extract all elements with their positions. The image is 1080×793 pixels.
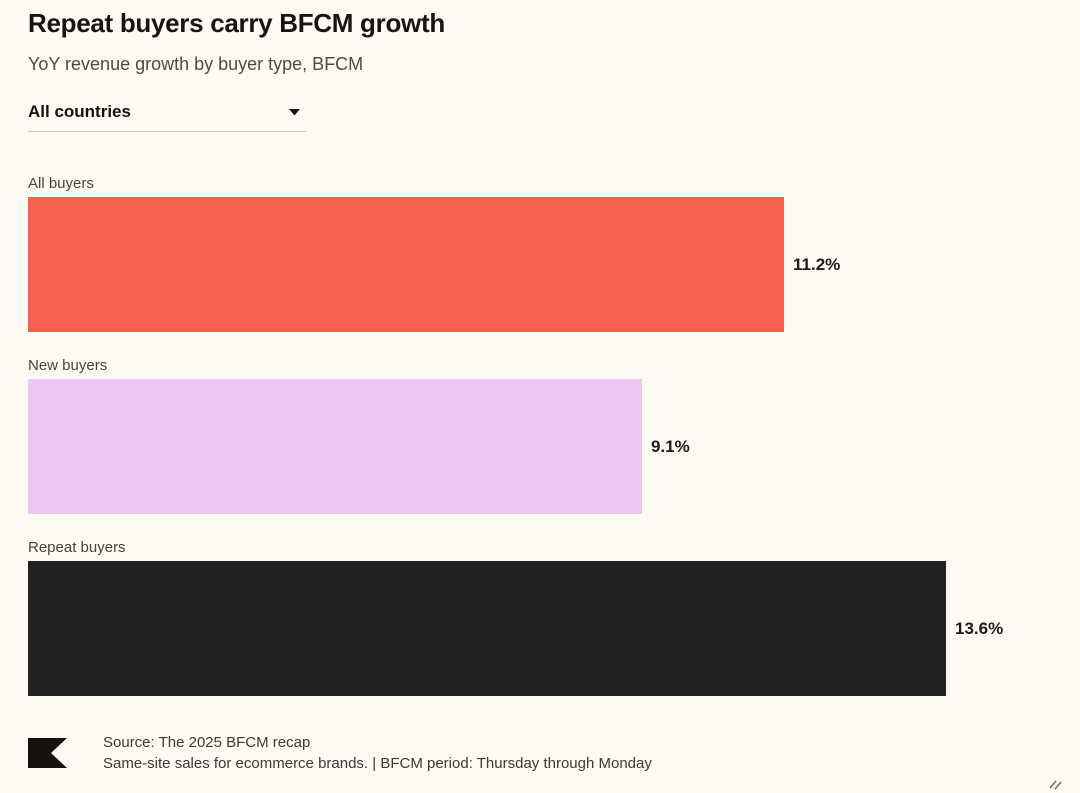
bar-value-label: 9.1% — [651, 436, 690, 456]
bar-repeat-buyers — [28, 561, 946, 696]
bar-all-buyers — [28, 197, 784, 332]
bar-category-label: All buyers — [28, 175, 94, 192]
bar-track: 11.2% — [28, 197, 1052, 332]
source-line-1: Source: The 2025 BFCM recap — [103, 734, 311, 751]
resize-handle-icon[interactable] — [1048, 777, 1064, 791]
bar-row-repeat-buyers: Repeat buyers 13.6% — [28, 539, 1052, 696]
bar-value-label: 13.6% — [955, 618, 1004, 638]
bar-new-buyers — [28, 379, 642, 514]
chevron-down-icon — [289, 108, 300, 116]
bar-row-all-buyers: All buyers 11.2% — [28, 175, 1052, 332]
bar-category-label: Repeat buyers — [28, 539, 126, 556]
bar-track: 13.6% — [28, 561, 1052, 696]
country-filter-value: All countries — [28, 102, 131, 121]
brand-logo-icon — [28, 738, 67, 768]
source-note: Source: The 2025 BFCM recap Same-site sa… — [103, 732, 652, 774]
page-subtitle: YoY revenue growth by buyer type, BFCM — [28, 54, 364, 74]
page-title: Repeat buyers carry BFCM growth — [28, 8, 445, 38]
footer: Source: The 2025 BFCM recap Same-site sa… — [28, 732, 1052, 774]
source-line-2: Same-site sales for ecommerce brands. | … — [103, 755, 652, 772]
country-filter-dropdown[interactable]: All countries — [28, 102, 306, 132]
bar-track: 9.1% — [28, 379, 1052, 514]
bar-row-new-buyers: New buyers 9.1% — [28, 357, 1052, 514]
bar-value-label: 11.2% — [793, 254, 841, 274]
bar-chart: All buyers 11.2% New buyers 9.1% Repeat … — [28, 175, 1052, 696]
bar-category-label: New buyers — [28, 357, 108, 374]
